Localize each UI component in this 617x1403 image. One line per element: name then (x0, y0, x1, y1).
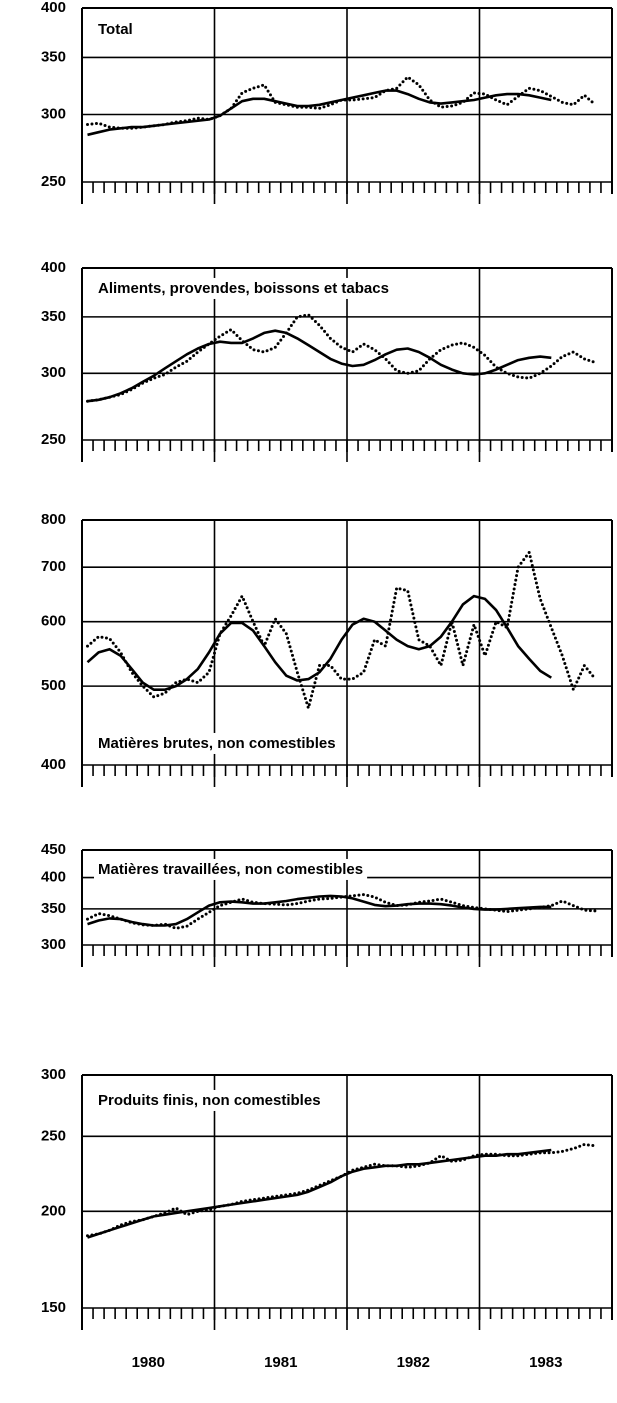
panel-title: Matières brutes, non comestibles (98, 735, 336, 752)
panel-title: Produits finis, non comestibles (98, 1092, 321, 1109)
x-tick-label: 1983 (529, 1354, 562, 1371)
y-tick-label: 600 (41, 613, 66, 630)
x-tick-label: 1981 (264, 1354, 297, 1371)
panel: 250 300 350 400 Aliments, provendes, boisson… (41, 259, 613, 462)
title-background (94, 732, 340, 754)
x-tick-label: 1980 (132, 1354, 165, 1371)
y-tick-label: 700 (41, 558, 66, 575)
trend-line (87, 894, 552, 927)
y-tick-label: 300 (41, 105, 66, 122)
trend-line (87, 1148, 552, 1239)
y-tick-label: 250 (41, 173, 66, 190)
y-tick-label: 300 (41, 1066, 66, 1083)
y-tick-label: 200 (41, 1202, 66, 1219)
monthly-line (86, 893, 597, 930)
x-tick-label: 1982 (397, 1354, 430, 1371)
y-tick-label: 350 (41, 48, 66, 65)
y-tick-label: 350 (41, 900, 66, 917)
trend-line (86, 594, 552, 691)
panel: 300 350 400 450 Matières travaillées, non co… (41, 841, 613, 967)
y-tick-label: 800 (41, 511, 66, 528)
monthly-line (86, 313, 597, 403)
title-background (94, 18, 137, 40)
y-tick-label: 300 (41, 936, 66, 953)
y-tick-label: 250 (41, 431, 66, 448)
panel: 250 300 350 400 Total (41, 0, 613, 204)
panel-title: Total (98, 21, 133, 38)
trend-line (87, 329, 552, 403)
title-background (94, 1089, 325, 1111)
y-tick-label: 400 (41, 0, 66, 16)
panel: 400 500 600 700 800 Matières brutes, non come… (41, 511, 613, 787)
y-tick-label: 250 (41, 1127, 66, 1144)
y-tick-label: 400 (41, 869, 66, 886)
panel-title: Matières travaillées, non comestibles (98, 861, 363, 878)
y-tick-label: 400 (41, 756, 66, 773)
y-tick-label: 450 (41, 841, 66, 858)
y-tick-label: 500 (41, 677, 66, 694)
trend-line (87, 89, 552, 137)
y-tick-label: 150 (41, 1299, 66, 1316)
title-background (94, 858, 368, 880)
y-tick-label: 300 (41, 364, 66, 381)
panel-title: Aliments, provendes, boissons et tabacs (98, 280, 389, 297)
y-tick-label: 400 (41, 259, 66, 276)
monthly-line (86, 550, 597, 710)
y-tick-label: 350 (41, 308, 66, 325)
title-background (94, 277, 393, 299)
monthly-line (86, 75, 597, 130)
panel: 150 200 250 300 Produits finis, non comestib… (41, 1066, 613, 1371)
monthly-line (86, 1143, 597, 1238)
